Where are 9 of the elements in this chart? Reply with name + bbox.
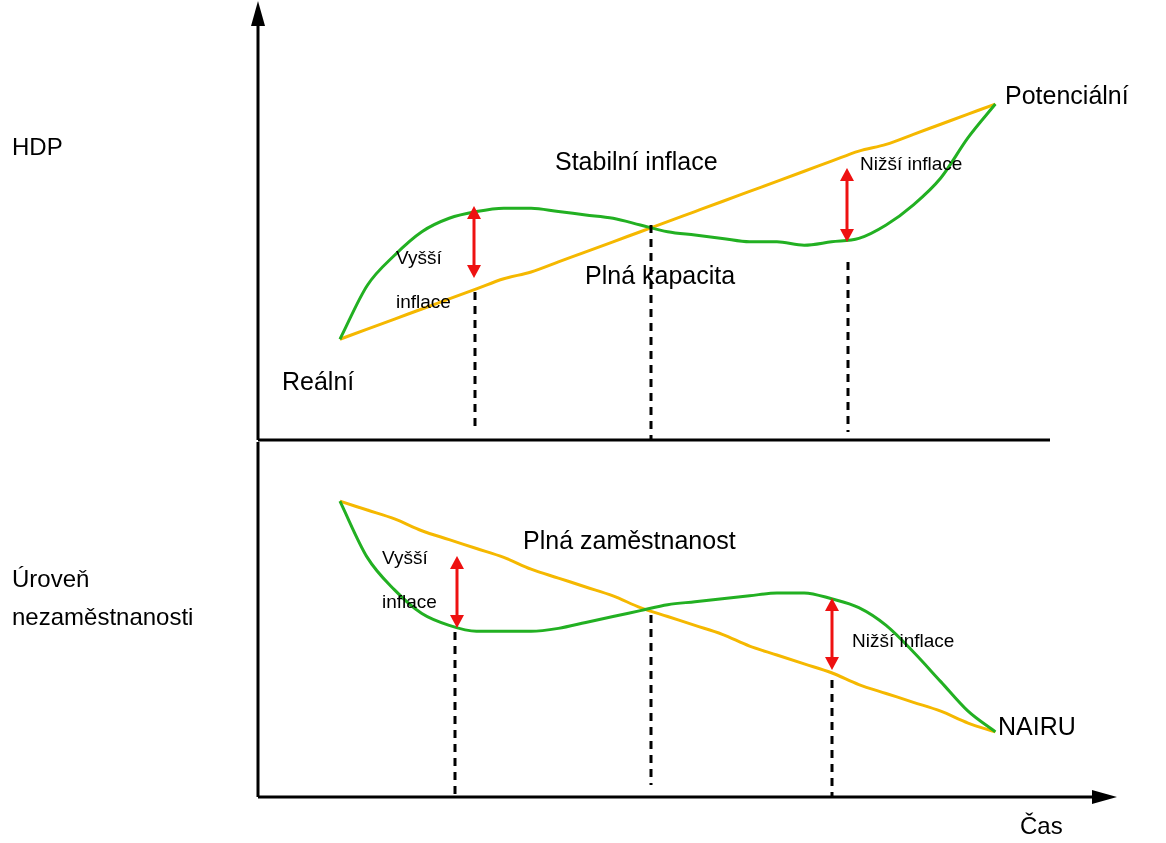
annotation: Plná zaměstnanost xyxy=(523,525,736,555)
annotation: Potenciální xyxy=(1005,80,1129,110)
annotation: Reální xyxy=(282,366,355,396)
y-axis-title: Úroveň nezaměstnanosti xyxy=(12,564,195,633)
y-axis-title: HDP xyxy=(12,132,64,162)
annotation: Plná kapacita xyxy=(585,260,736,290)
annotation: NAIRU xyxy=(998,711,1076,741)
annotation: Stabilní inflace xyxy=(555,146,718,176)
x-axis-title: Čas xyxy=(1020,812,1063,840)
